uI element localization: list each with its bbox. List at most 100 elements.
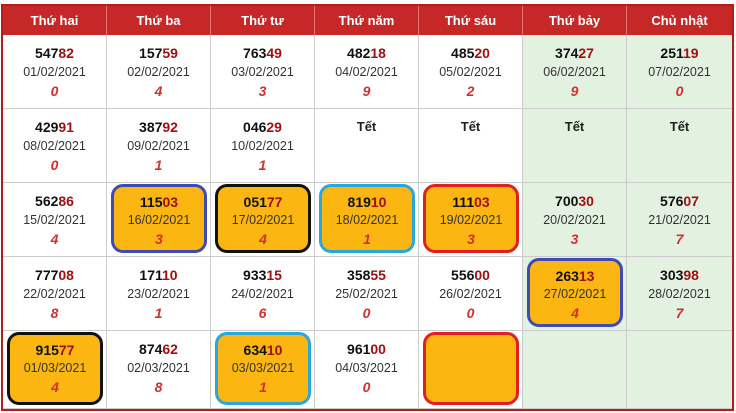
day-cell: 91577 01/03/2021 4 (3, 331, 107, 409)
result-number: 48520 (419, 44, 522, 62)
digit-sum: 9 (570, 83, 579, 99)
highlight-ring-blue: 26313 27/02/2021 4 (527, 258, 623, 327)
number-tail: 30 (578, 193, 594, 209)
result-number: 91577 (10, 341, 100, 359)
digit-sum: 0 (362, 305, 371, 321)
number-tail: 91 (58, 119, 74, 135)
number-head: 429 (35, 119, 59, 135)
draw-date: 06/02/2021 (543, 65, 606, 79)
result-number: 30398 (627, 266, 732, 284)
draw-date: 20/02/2021 (543, 213, 606, 227)
digit-sum: 1 (363, 231, 371, 247)
draw-date: 24/02/2021 (231, 287, 294, 301)
number-tail: 00 (370, 341, 386, 357)
number-head: 115 (139, 194, 163, 210)
result-number: 25119 (627, 44, 732, 62)
number-tail: 62 (162, 341, 178, 357)
draw-date: 02/02/2021 (127, 65, 190, 79)
number-head: 915 (35, 342, 59, 358)
result-number: 81910 (322, 193, 412, 211)
day-cell: 70030 20/02/2021 3 (523, 183, 627, 257)
day-cell: 48520 05/02/2021 2 (419, 35, 523, 109)
draw-date: 18/02/2021 (335, 213, 399, 227)
number-tail: 59 (162, 45, 178, 61)
number-head: 576 (660, 193, 684, 209)
result-number: 37427 (523, 44, 626, 62)
digit-sum: 0 (50, 157, 59, 173)
digit-sum: 6 (258, 305, 267, 321)
digit-sum: 3 (467, 231, 475, 247)
draw-date: 19/02/2021 (439, 213, 503, 227)
draw-date: 05/02/2021 (439, 65, 502, 79)
digit-sum: 4 (571, 305, 579, 321)
number-tail: 77 (266, 194, 283, 210)
number-head: 547 (35, 45, 59, 61)
number-tail: 98 (683, 267, 699, 283)
number-head: 046 (243, 119, 267, 135)
number-tail: 03 (474, 194, 490, 210)
highlight-ring-black: 91577 01/03/2021 4 (7, 332, 103, 405)
digit-sum: 4 (259, 231, 267, 247)
digit-sum: 0 (362, 379, 371, 395)
number-tail: 77 (58, 342, 75, 358)
result-number: 17110 (107, 266, 210, 284)
result-number: 56286 (3, 192, 106, 210)
digit-sum: 3 (570, 231, 579, 247)
header-sunday: Chủ nhật (651, 13, 708, 28)
day-cell: 35855 25/02/2021 0 (315, 257, 419, 331)
draw-date: 26/02/2021 (439, 287, 502, 301)
result-number: 63410 (218, 341, 308, 359)
draw-date: 04/03/2021 (335, 361, 398, 375)
result-number: 42991 (3, 118, 106, 136)
lottery-calendar: Thứ hai Thứ ba Thứ tư Thứ năm Thứ sáu Th… (1, 4, 734, 411)
number-head: 700 (555, 193, 579, 209)
number-tail: 08 (58, 267, 74, 283)
number-tail: 03 (162, 194, 179, 210)
number-head: 387 (139, 119, 163, 135)
number-tail: 18 (370, 45, 386, 61)
number-head: 874 (139, 341, 163, 357)
weekday-header: Thứ hai Thứ ba Thứ tư Thứ năm Thứ sáu Th… (3, 6, 732, 35)
number-head: 263 (555, 268, 579, 284)
digit-sum: 2 (466, 83, 475, 99)
highlight-ring-blue: 11503 16/02/2021 3 (111, 184, 207, 253)
header-saturday: Thứ bảy (523, 6, 627, 35)
draw-date: 23/02/2021 (127, 287, 190, 301)
digit-sum: 3 (258, 83, 267, 99)
result-number: 11103 (426, 193, 516, 211)
number-tail: 10 (162, 267, 178, 283)
result-number: 55600 (419, 266, 522, 284)
number-tail: 82 (58, 45, 74, 61)
draw-date: 01/02/2021 (23, 65, 86, 79)
number-tail: 10 (370, 194, 387, 210)
number-head: 763 (243, 45, 267, 61)
result-number: 54782 (3, 44, 106, 62)
draw-date: 16/02/2021 (127, 213, 191, 227)
day-cell: 25119 07/02/2021 0 (627, 35, 732, 109)
result-number: 11503 (114, 193, 204, 211)
number-tail: 86 (58, 193, 74, 209)
holiday-label: Tết (564, 119, 585, 134)
draw-date: 17/02/2021 (231, 213, 295, 227)
draw-date: 04/02/2021 (335, 65, 398, 79)
result-number: 15759 (107, 44, 210, 62)
digit-sum: 7 (675, 305, 684, 321)
highlight-ring-red (423, 332, 519, 405)
highlight-ring-cyan: 63410 03/03/2021 1 (215, 332, 311, 405)
day-cell: 37427 06/02/2021 9 (523, 35, 627, 109)
day-cell: 81910 18/02/2021 1 (315, 183, 419, 257)
result-number: 57607 (627, 192, 732, 210)
number-tail: 20 (474, 45, 490, 61)
day-cell: 63410 03/03/2021 1 (211, 331, 315, 409)
number-tail: 19 (683, 45, 699, 61)
day-cell: 05177 17/02/2021 4 (211, 183, 315, 257)
day-cell: 11103 19/02/2021 3 (419, 183, 523, 257)
holiday-label: Tết (356, 119, 377, 134)
number-head: 374 (555, 45, 579, 61)
digit-sum: 7 (675, 231, 684, 247)
digit-sum: 0 (466, 305, 475, 321)
number-tail: 29 (266, 119, 282, 135)
number-head: 933 (243, 267, 267, 283)
day-cell: 42991 08/02/2021 0 (3, 109, 107, 183)
highlight-ring-black: 05177 17/02/2021 4 (215, 184, 311, 253)
